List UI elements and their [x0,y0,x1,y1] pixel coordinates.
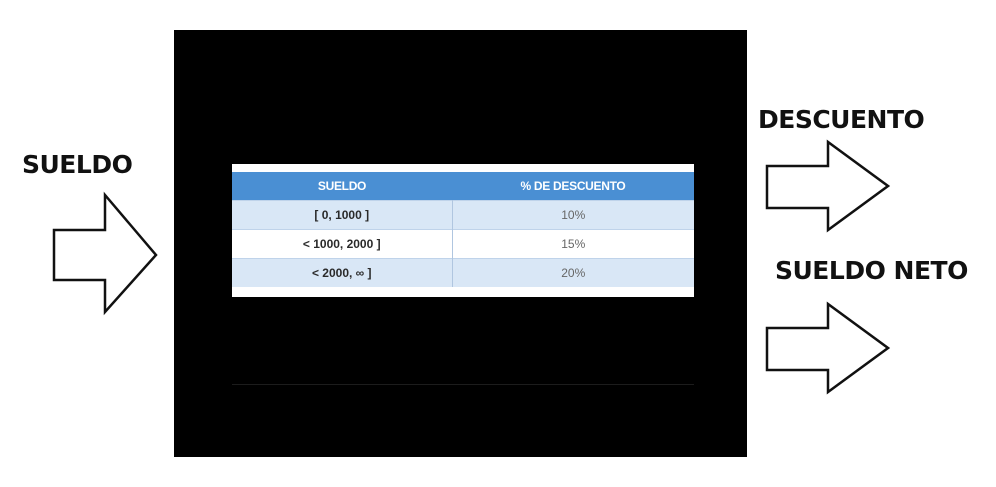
discount-table: SUELDO % DE DESCUENTO [ 0, 1000 ] 10% < … [232,172,694,287]
table-row: < 1000, 2000 ] 15% [232,229,694,259]
discount-output-label: DESCUENTO [758,105,925,134]
process-box: SUELDO % DE DESCUENTO [ 0, 1000 ] 10% < … [174,30,747,457]
discount-table-panel: SUELDO % DE DESCUENTO [ 0, 1000 ] 10% < … [232,164,694,297]
range-cell: < 1000, 2000 ] [232,229,453,259]
header-sueldo: SUELDO [232,172,452,201]
percent-cell: 20% [452,258,694,287]
percent-cell: 10% [452,200,694,230]
discount-output-arrow-icon [765,139,891,233]
table-header-row: SUELDO % DE DESCUENTO [232,172,694,201]
net-salary-output-label: SUELDO NETO [775,256,968,285]
table-row: < 2000, ∞ ] 20% [232,258,694,287]
net-salary-output-arrow-icon [765,301,891,395]
table-row: [ 0, 1000 ] 10% [232,200,694,230]
range-cell: < 2000, ∞ ] [232,258,453,287]
input-arrow-icon [52,191,158,316]
input-label: SUELDO [22,150,133,179]
percent-cell: 15% [452,229,694,259]
range-cell: [ 0, 1000 ] [232,200,453,230]
divider-line [232,384,694,385]
header-descuento: % DE DESCUENTO [452,172,694,201]
